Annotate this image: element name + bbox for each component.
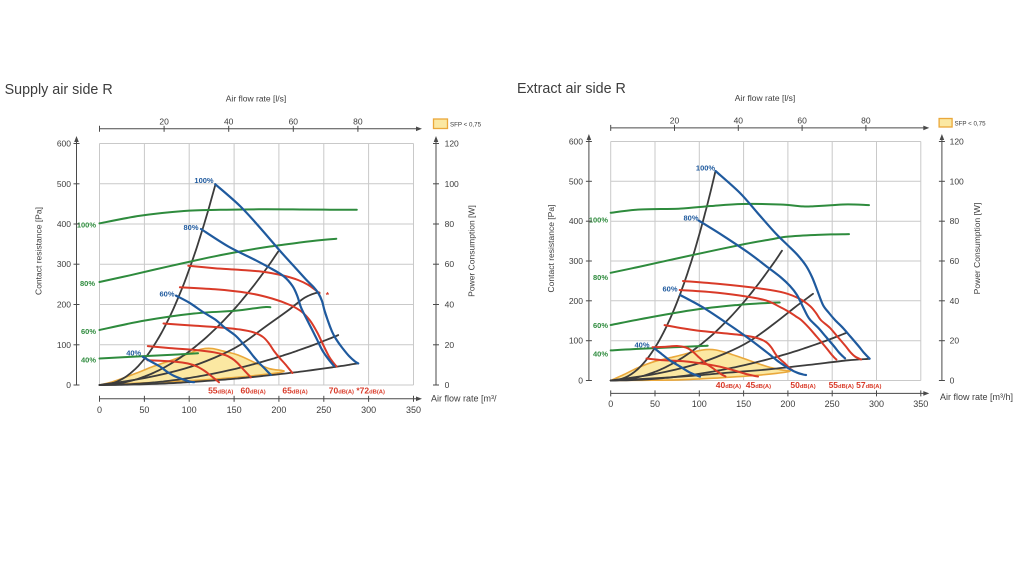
svg-text:500: 500	[57, 179, 71, 189]
svg-text:60dB(A): 60dB(A)	[240, 386, 265, 396]
svg-text:40%: 40%	[593, 350, 608, 359]
svg-text:200: 200	[57, 300, 71, 310]
svg-text:80: 80	[445, 219, 455, 229]
svg-text:120: 120	[445, 139, 459, 149]
svg-text:200: 200	[271, 405, 286, 415]
svg-text:150: 150	[736, 399, 751, 409]
svg-text:40%: 40%	[634, 341, 649, 350]
svg-text:100: 100	[569, 336, 583, 346]
svg-text:600: 600	[57, 139, 71, 149]
svg-text:0: 0	[97, 405, 102, 415]
svg-text:200: 200	[569, 296, 583, 306]
svg-text:Supply air side R: Supply air side R	[5, 82, 113, 98]
svg-text:350: 350	[406, 405, 421, 415]
svg-text:50: 50	[650, 399, 660, 409]
svg-text:80: 80	[861, 116, 871, 126]
svg-text:250: 250	[316, 405, 331, 415]
svg-text:300: 300	[569, 256, 583, 266]
svg-text:0: 0	[578, 376, 583, 386]
svg-text:40: 40	[224, 117, 234, 127]
svg-text:350: 350	[913, 399, 928, 409]
svg-text:60%: 60%	[81, 327, 96, 336]
svg-text:20: 20	[159, 117, 169, 127]
svg-text:400: 400	[569, 216, 583, 226]
svg-text:100: 100	[692, 399, 707, 409]
svg-text:150: 150	[227, 405, 242, 415]
svg-text:80%: 80%	[593, 273, 608, 282]
svg-text:Contact resistance [Pa]: Contact resistance [Pa]	[34, 207, 44, 295]
svg-text:120: 120	[950, 137, 964, 147]
svg-text:100%: 100%	[194, 176, 214, 185]
svg-text:100: 100	[950, 176, 964, 186]
svg-text:250: 250	[825, 399, 840, 409]
svg-text:300: 300	[361, 405, 376, 415]
svg-text:200: 200	[780, 399, 795, 409]
svg-text:40dB(A): 40dB(A)	[716, 380, 741, 390]
svg-text:40: 40	[950, 296, 960, 306]
svg-text:100: 100	[182, 405, 197, 415]
svg-text:70dB(A) *72dB(A): 70dB(A) *72dB(A)	[329, 386, 385, 396]
svg-text:SFP < 0,75: SFP < 0,75	[450, 122, 482, 129]
svg-text:300: 300	[869, 399, 884, 409]
svg-text:60%: 60%	[593, 321, 608, 330]
svg-text:65dB(A): 65dB(A)	[282, 386, 307, 396]
svg-text:55dB(A) 57dB(A): 55dB(A) 57dB(A)	[829, 380, 882, 390]
svg-text:0: 0	[608, 399, 613, 409]
svg-text:100%: 100%	[696, 164, 716, 173]
svg-text:45dB(A): 45dB(A)	[746, 380, 771, 390]
svg-text:100: 100	[57, 340, 71, 350]
svg-text:0: 0	[445, 380, 450, 390]
svg-text:60: 60	[797, 116, 807, 126]
svg-text:Air flow rate [l/s]: Air flow rate [l/s]	[226, 94, 286, 104]
svg-text:80: 80	[950, 216, 960, 226]
svg-text:100%: 100%	[77, 221, 97, 230]
svg-text:60%: 60%	[159, 290, 174, 299]
svg-text:60%: 60%	[662, 284, 677, 293]
svg-text:20: 20	[670, 116, 680, 126]
svg-text:20: 20	[445, 340, 455, 350]
svg-text:80%: 80%	[183, 223, 198, 232]
svg-text:600: 600	[569, 137, 583, 147]
svg-text:60: 60	[950, 256, 960, 266]
svg-text:20: 20	[950, 336, 960, 346]
svg-text:40: 40	[445, 300, 455, 310]
svg-text:40%: 40%	[81, 356, 96, 365]
svg-text:40%: 40%	[126, 348, 141, 357]
svg-text:60: 60	[445, 259, 455, 269]
svg-text:500: 500	[569, 176, 583, 186]
svg-text:0: 0	[950, 376, 955, 386]
svg-text:55dB(A): 55dB(A)	[208, 386, 233, 396]
svg-text:80%: 80%	[683, 214, 698, 223]
svg-text:60: 60	[289, 117, 299, 127]
svg-text:Extract air side R: Extract air side R	[517, 81, 626, 97]
svg-text:100: 100	[445, 179, 459, 189]
svg-text:400: 400	[57, 219, 71, 229]
svg-text:100%: 100%	[589, 216, 609, 225]
svg-text:40: 40	[734, 116, 744, 126]
svg-text:Air flow rate [m³/: Air flow rate [m³/	[431, 394, 497, 404]
svg-text:300: 300	[57, 259, 71, 269]
svg-text:50dB(A): 50dB(A)	[790, 380, 815, 390]
svg-text:0: 0	[66, 380, 71, 390]
svg-text:*: *	[326, 290, 330, 300]
svg-text:Contact resistance [Pa]: Contact resistance [Pa]	[546, 205, 556, 293]
svg-text:80: 80	[353, 117, 363, 127]
svg-text:SFP < 0,75: SFP < 0,75	[955, 121, 987, 128]
svg-text:Air flow rate [l/s]: Air flow rate [l/s]	[735, 93, 795, 103]
svg-text:Power Consumption [W]: Power Consumption [W]	[467, 205, 477, 297]
svg-text:Air flow rate [m³/h]: Air flow rate [m³/h]	[940, 392, 1013, 402]
svg-text:80%: 80%	[80, 279, 95, 288]
svg-text:50: 50	[139, 405, 149, 415]
svg-text:Power Consumption [W]: Power Consumption [W]	[972, 203, 982, 295]
